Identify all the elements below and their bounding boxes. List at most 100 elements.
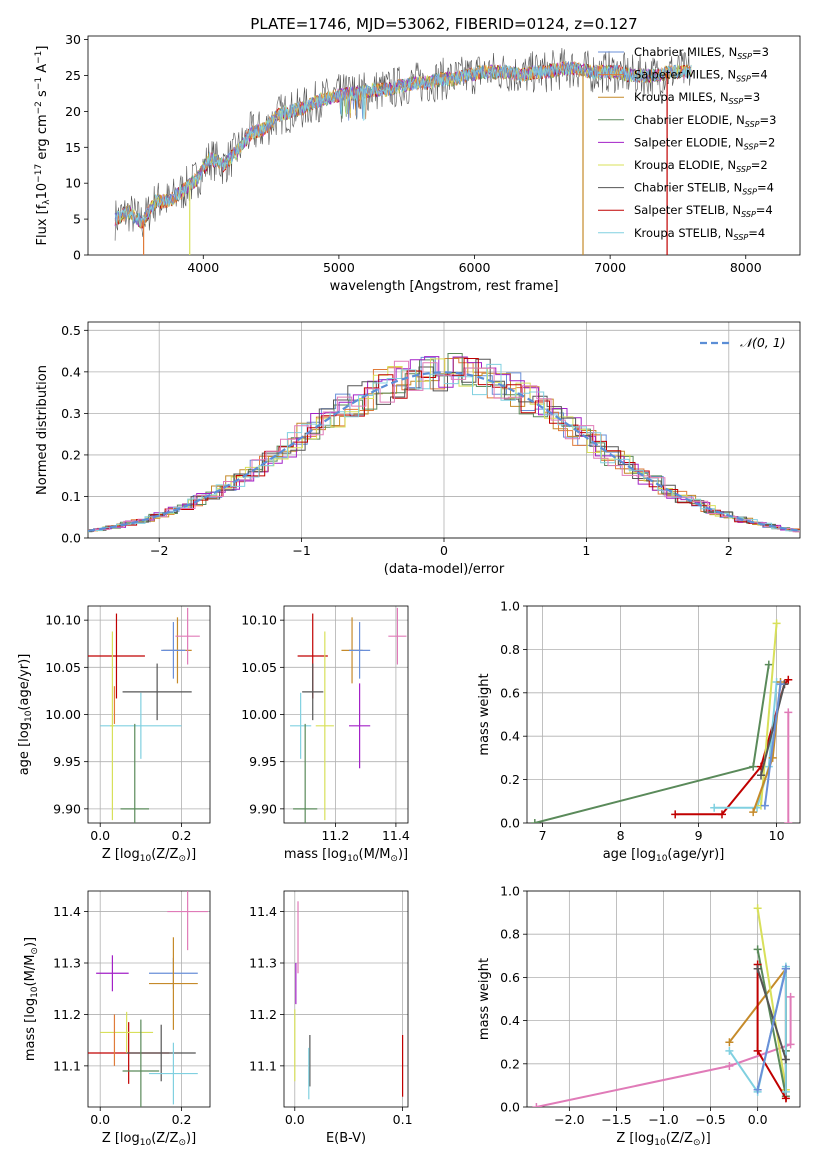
y-tick-label: 0.6 xyxy=(500,970,520,985)
y-axis-label-part: ] xyxy=(35,46,50,51)
legend-sub: SSP xyxy=(736,165,751,174)
weight-vs-metallicity-chart: −2.0 −1.5 −1.0 −0.5 0.0 0.0 0.2 0.4 0.6 0.8 1.0 Z [… xyxy=(477,884,801,1148)
x-axis-label-part: (Z/Z xyxy=(151,1131,178,1146)
x-tick-label: 8000 xyxy=(730,260,762,275)
x-axis-label-part: ⊙ xyxy=(178,854,186,864)
y-axis-label-part: erg cm xyxy=(35,114,50,163)
x-axis-label-part: ⊙ xyxy=(390,854,398,864)
normal-curve xyxy=(88,371,800,532)
legend-sub: SSP xyxy=(734,233,749,242)
y-tick-label: 10.05 xyxy=(241,660,277,675)
y-tick-label: 11.1 xyxy=(53,1058,81,1073)
figure-title: PLATE=1746, MJD=53062, FIBERID=0124, z=0… xyxy=(250,15,637,33)
weight-line-chabrier-miles-marker xyxy=(760,801,769,810)
y-tick-label: 10 xyxy=(65,176,81,191)
x-axis-label-part: ⊙ xyxy=(178,1138,186,1148)
x-axis-label-part: (age/yr)] xyxy=(667,847,724,862)
weight-line-salpeter-stelib-marker xyxy=(753,1046,762,1055)
x-axis-label-part: (M/M xyxy=(359,847,391,862)
x-tick-label: 2 xyxy=(725,543,733,558)
x-axis-label: age [log10(age/yr)] xyxy=(603,847,725,864)
weight-line-salpeter-stelib-marker xyxy=(718,810,726,819)
x-tick-label: 0 xyxy=(440,543,448,558)
x-tick-label: 0.2 xyxy=(172,1112,192,1127)
x-tick-label: −1.0 xyxy=(648,1112,678,1127)
legend-count: =4 xyxy=(757,181,774,195)
x-tick-label: 0.0 xyxy=(90,1112,110,1127)
x-axis-label-part: )] xyxy=(701,1131,711,1146)
x-axis-label-part: (Z/Z xyxy=(151,847,178,862)
y-tick-label: 0.0 xyxy=(500,1100,520,1115)
legend-name: Chabrier ELODIE, N xyxy=(634,113,745,127)
y-axis-label-part: (age/yr)] xyxy=(17,654,32,711)
plot-area xyxy=(290,607,407,823)
weight-line-pink-marker xyxy=(786,992,795,1001)
legend-name: Salpeter ELODIE, N xyxy=(634,135,744,149)
weight-line-chabrier-elodie-marker xyxy=(753,945,762,954)
x-tick-label: 0.1 xyxy=(393,1112,413,1127)
legend-sub: SSP xyxy=(736,75,751,84)
x-tick-label: 11.2 xyxy=(321,828,349,843)
x-axis-label-part: )] xyxy=(186,1131,196,1146)
y-tick-label: 1.0 xyxy=(500,599,520,614)
weight-line-kroupa-elodie-marker xyxy=(772,619,781,628)
weight-line-chabrier-elodie-marker xyxy=(530,819,539,823)
y-tick-label: 9.90 xyxy=(249,801,277,816)
y-axis-label-part: Flux [f xyxy=(35,204,50,245)
y-tick-label: 0.2 xyxy=(61,447,81,462)
weight-line-chabrier-miles-marker xyxy=(776,680,785,689)
y-tick-label: 1.0 xyxy=(500,884,520,899)
y-axis-label-part: ⊙ xyxy=(30,947,40,955)
x-tick-label: 4000 xyxy=(187,260,219,275)
legend-sub: SSP xyxy=(742,188,757,197)
x-axis-label-part: 10 xyxy=(140,854,152,864)
x-axis-label: mass [log10(M/M⊙)] xyxy=(284,847,408,864)
x-axis-label: Z [log10(Z/Z⊙)] xyxy=(102,1131,196,1148)
legend-label: Salpeter MILES, NSSP=4 xyxy=(634,68,768,84)
legend-label: Chabrier MILES, NSSP=3 xyxy=(634,45,769,61)
histogram-pink xyxy=(88,360,800,533)
y-tick-label: 11.2 xyxy=(53,1007,81,1022)
x-axis-label-part: Z [log xyxy=(102,847,140,862)
legend-label: Salpeter ELODIE, NSSP=2 xyxy=(634,135,775,151)
y-tick-label: 0.0 xyxy=(500,816,520,831)
weight-line-chabrier-stelib-marker xyxy=(781,1055,790,1064)
legend-name: Chabrier MILES, N xyxy=(634,45,737,59)
legend-label: Salpeter STELIB, NSSP=4 xyxy=(634,203,773,219)
y-tick-label: 0.2 xyxy=(500,772,520,787)
plot-area xyxy=(532,904,795,1107)
plot-area xyxy=(88,353,800,533)
x-axis-label-part: ⊙ xyxy=(693,1138,701,1148)
weight-line-chabrier-elodie-marker xyxy=(749,762,758,771)
y-tick-label: 15 xyxy=(65,140,81,155)
weight-line-pink-marker xyxy=(784,819,793,823)
legend-count: =2 xyxy=(751,158,768,172)
y-tick-label: 10.00 xyxy=(241,707,277,722)
weight-line-kroupa-elodie-marker xyxy=(753,904,762,913)
y-axis-label-part: age [log xyxy=(17,722,32,775)
legend-name: Kroupa ELODIE, N xyxy=(634,158,736,172)
y-tick-label: 25 xyxy=(65,68,81,83)
y-tick-label: 9.90 xyxy=(53,801,81,816)
y-axis-label-part: (M/M xyxy=(23,955,38,987)
y-axis-label-part: −17 xyxy=(34,164,44,183)
age-vs-mass-chart: 11.2 11.4 9.90 9.95 10.00 10.05 10.10 mass [log… xyxy=(241,605,410,864)
x-axis-label-part: )] xyxy=(186,847,196,862)
weight-line-kroupa-stelib-marker xyxy=(725,1046,734,1055)
legend-normal-label: 𝒩(0, 1) xyxy=(740,335,786,350)
legend-label: Kroupa STELIB, NSSP=4 xyxy=(634,226,765,242)
y-axis-label: mass weight xyxy=(477,673,492,755)
x-axis-label: (data-model)/error xyxy=(384,562,505,577)
y-tick-label: 0.4 xyxy=(500,1013,520,1028)
legend-name: Kroupa STELIB, N xyxy=(634,226,734,240)
spectrum-line-kroupa-stelib xyxy=(114,62,692,227)
plot-area xyxy=(88,607,200,823)
legend-sub: SSP xyxy=(741,210,756,219)
y-tick-label: 11.4 xyxy=(53,904,81,919)
y-tick-label: 20 xyxy=(65,104,81,119)
legend-count: =3 xyxy=(752,45,769,59)
axes-frame xyxy=(87,35,801,256)
y-tick-label: 10.05 xyxy=(45,660,81,675)
